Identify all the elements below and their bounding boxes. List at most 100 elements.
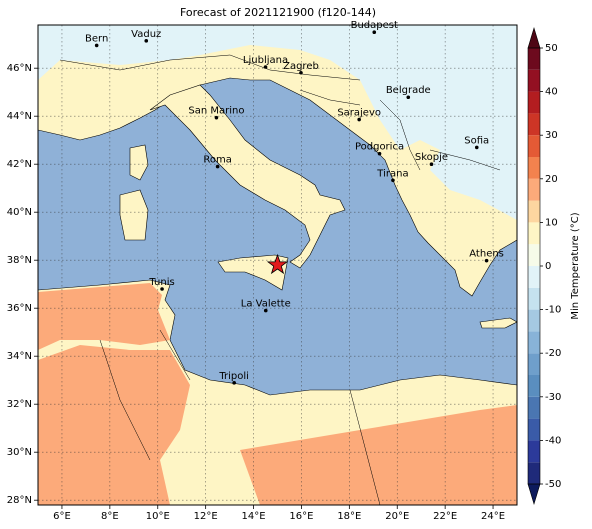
colorbar-bin — [528, 287, 540, 310]
city-marker — [263, 65, 268, 69]
colorbar-bin — [528, 69, 540, 92]
colorbar-tick-label: -50 — [545, 479, 561, 490]
colorbar-bin — [528, 48, 540, 70]
colorbar-bin — [528, 91, 540, 114]
colorbar-tick-label: -30 — [545, 392, 561, 403]
city-marker — [377, 151, 382, 156]
warm-zone — [38, 345, 190, 505]
warm-zone — [240, 405, 517, 505]
city-marker — [406, 95, 411, 100]
city-label: Sarajevo — [337, 108, 381, 119]
x-tick-label: 16°E — [289, 511, 313, 522]
city-marker — [263, 308, 268, 313]
city-label: Sofia — [464, 135, 489, 146]
y-tick-label: 32°N — [7, 399, 32, 410]
x-tick-label: 24°E — [481, 511, 505, 522]
x-tick-label: 14°E — [242, 511, 266, 522]
chart-title: Forecast of 2021121900 (f120-144) — [180, 6, 376, 19]
star-marker — [266, 253, 289, 275]
x-tick-label: 10°E — [146, 511, 170, 522]
colorbar-bin — [528, 375, 540, 397]
city-label: Athens — [469, 249, 504, 260]
city-label: La Valette — [241, 299, 291, 310]
colorbar-tick-label: 50 — [545, 43, 558, 54]
city-marker — [214, 115, 219, 120]
warm-zone — [38, 283, 170, 350]
x-tick-label: 22°E — [433, 511, 457, 522]
city-label: Tunis — [148, 277, 174, 288]
city-label: Roma — [203, 155, 232, 166]
colorbar-bin — [528, 178, 540, 201]
city-marker — [299, 70, 303, 75]
colorbar-tick-label: 30 — [545, 130, 558, 141]
corsica — [129, 144, 149, 181]
city-marker — [474, 145, 479, 150]
y-tick-label: 30°N — [7, 447, 32, 458]
colorbar-under — [527, 483, 541, 506]
crete — [479, 317, 517, 329]
city-marker — [391, 178, 395, 183]
colorbar-tick-label: 20 — [545, 174, 558, 185]
y-tick-label: 40°N — [7, 207, 32, 218]
y-tick-label: 46°N — [7, 63, 32, 74]
colorbar-tick-label: -40 — [545, 435, 561, 446]
colorbar-bin — [528, 135, 540, 157]
y-tick-label: 38°N — [7, 255, 32, 266]
colorbar-bin — [528, 113, 540, 136]
colorbar-bin — [528, 331, 540, 354]
city-marker — [484, 258, 489, 263]
city-label: Tripoli — [218, 371, 249, 382]
colorbar-tick-label: 40 — [545, 87, 558, 98]
y-tick-label: 36°N — [7, 303, 32, 314]
y-tick-label: 34°N — [7, 351, 32, 362]
borders — [59, 54, 501, 505]
city-label: Vaduz — [131, 29, 161, 40]
city-label: San Marino — [188, 106, 244, 117]
city-marker — [232, 381, 236, 385]
colorbar-bin — [528, 462, 540, 484]
city-label: Podgorica — [355, 142, 404, 153]
colorbar-over — [527, 26, 541, 49]
city-label: Zagreb — [283, 61, 319, 72]
colorbar-bin — [528, 266, 540, 288]
colorbar-bin — [528, 418, 540, 441]
x-tick-label: 12°E — [194, 511, 218, 522]
colorbar-bin — [528, 353, 540, 375]
city-label: Skopje — [415, 152, 448, 163]
city-marker — [160, 287, 164, 291]
colorbar-bin — [528, 157, 540, 179]
x-tick-label: 18°E — [337, 511, 361, 522]
city-marker — [144, 39, 149, 43]
city-label: Belgrade — [386, 85, 431, 96]
grid — [38, 25, 517, 505]
map-area — [38, 25, 517, 505]
x-tick-label: 20°E — [385, 511, 409, 522]
city-label: Tirana — [376, 168, 408, 179]
city-marker — [94, 43, 99, 48]
colorbar-tick-label: 0 — [545, 261, 551, 272]
colorbar-bin — [528, 200, 540, 223]
colorbar-tick-label: -20 — [545, 348, 561, 359]
city-marker — [215, 164, 220, 169]
colorbar-bin — [528, 244, 540, 266]
sardinia — [119, 189, 149, 241]
y-tick-label: 44°N — [7, 111, 32, 122]
city-marker — [429, 162, 434, 166]
colorbar-bin — [528, 309, 540, 332]
x-tick-label: 8°E — [101, 511, 119, 522]
city-marker — [372, 30, 377, 34]
italy — [149, 84, 346, 269]
colorbar-label: Min Temperature (°C) — [570, 212, 581, 319]
y-tick-label: 28°N — [7, 495, 32, 506]
y-tick-label: 42°N — [7, 159, 32, 170]
x-tick-label: 6°E — [53, 511, 71, 522]
colorbar-tick-label: 10 — [545, 217, 558, 228]
city-label: Budapest — [351, 20, 398, 31]
colorbar-tick-label: -10 — [545, 305, 561, 316]
city-label: Bern — [85, 33, 108, 44]
city-label: Ljubljana — [243, 55, 288, 66]
colorbar-bin — [528, 396, 540, 419]
city-marker — [357, 117, 361, 122]
map-frame — [37, 24, 518, 506]
